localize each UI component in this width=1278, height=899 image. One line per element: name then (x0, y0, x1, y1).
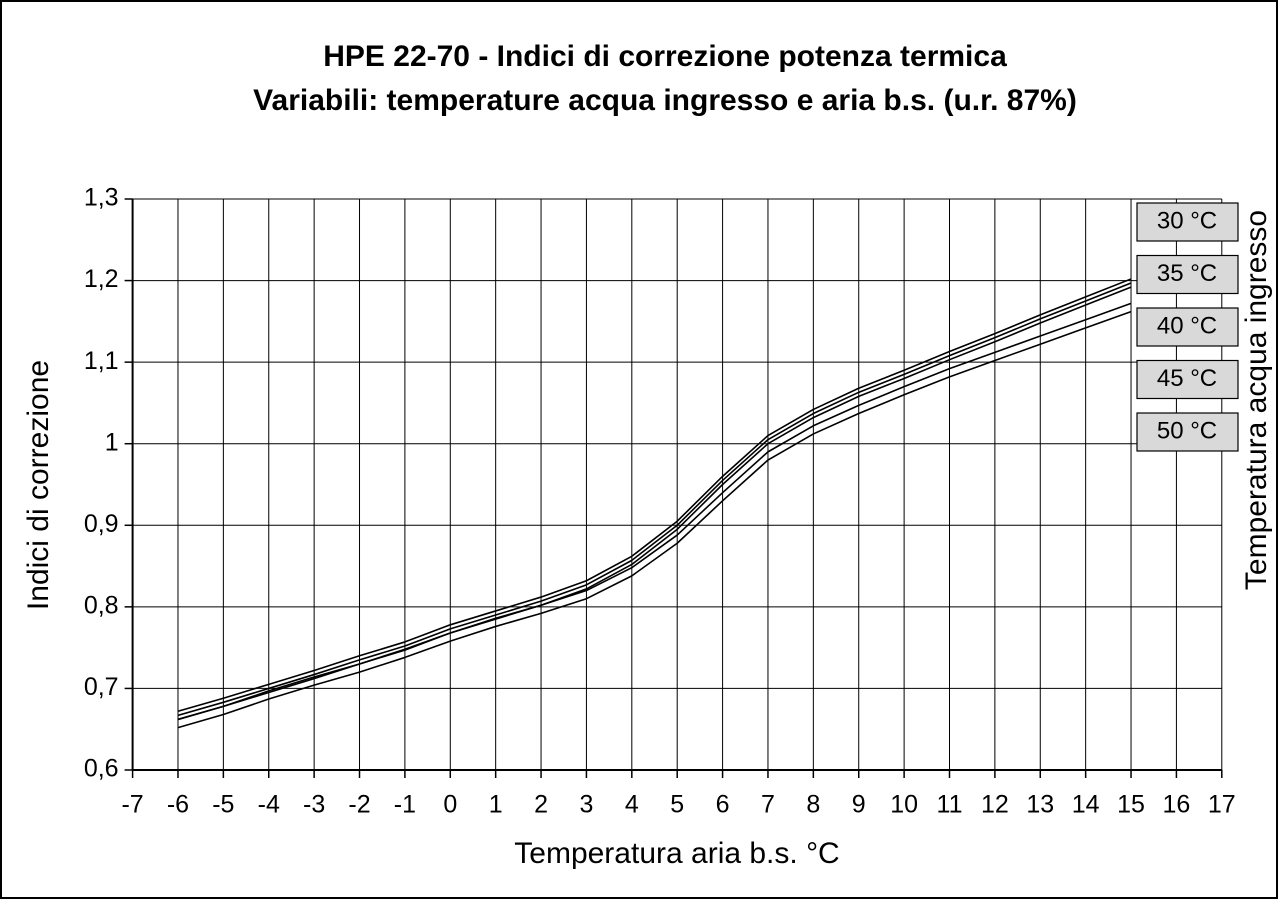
y-tick-label: 0,9 (84, 510, 119, 538)
x-tick-label: -7 (121, 791, 143, 819)
legend-box (1136, 359, 1239, 400)
x-tick-label: 10 (890, 791, 918, 819)
x-tick-label: 17 (1208, 791, 1236, 819)
x-tick-label: -3 (303, 791, 325, 819)
x-tick-label: 9 (852, 791, 866, 819)
x-tick-label: 5 (670, 791, 684, 819)
x-tick-label: 3 (579, 791, 593, 819)
x-tick-label: 14 (1072, 791, 1100, 819)
chart-title: HPE 22-70 - Indici di correzione potenza… (323, 40, 1007, 73)
series-line (177, 302, 1132, 721)
x-tick-label: 16 (1163, 791, 1191, 819)
x-tick-label: 11 (937, 791, 963, 819)
legend-label: 35 °C (1157, 260, 1217, 287)
x-tick-label: -4 (258, 791, 280, 819)
series-line (177, 282, 1132, 717)
x-tick-label: 7 (761, 791, 775, 819)
x-tick-label: 4 (625, 791, 639, 819)
legend-box (1136, 254, 1239, 295)
x-tick-label: 0 (443, 791, 457, 819)
y-tick-label: 1,2 (84, 265, 119, 293)
y-tick-label: 0,6 (84, 755, 119, 783)
y-tick-label: 1 (105, 428, 119, 456)
x-tick-label: 13 (1026, 791, 1054, 819)
x-tick-label: -1 (394, 791, 416, 819)
x-tick-label: 6 (716, 791, 730, 819)
legend-label: 45 °C (1157, 365, 1217, 392)
y-axis-title: Indici di correzione (22, 360, 55, 610)
x-tick-label: -6 (167, 791, 189, 819)
legend-label: 40 °C (1157, 312, 1217, 339)
legend-label: 50 °C (1157, 417, 1217, 444)
x-tick-label: 8 (806, 791, 820, 819)
series-line (177, 310, 1132, 729)
chart-subtitle: Variabili: temperature acqua ingresso e … (253, 84, 1077, 117)
x-axis-title: Temperatura aria b.s. °C (514, 837, 839, 870)
y-tick-label: 1,1 (84, 347, 119, 375)
legend-label: 30 °C (1157, 207, 1217, 234)
x-tick-label: -2 (348, 791, 370, 819)
y-tick-label: 1,3 (84, 184, 119, 212)
y-tick-label: 0,7 (84, 673, 119, 701)
legend-box (1136, 307, 1239, 347)
legend-box (1136, 202, 1239, 242)
x-tick-label: -5 (212, 791, 234, 819)
series-line (177, 278, 1132, 713)
x-tick-label: 12 (981, 791, 1009, 819)
legend-box (1136, 412, 1239, 452)
y-tick-label: 0,8 (84, 591, 119, 619)
x-tick-label: 2 (534, 791, 548, 819)
legend-title: Temperatura acqua ingresso (1240, 210, 1273, 590)
x-tick-label: 15 (1117, 791, 1145, 819)
x-tick-label: 1 (489, 791, 503, 819)
